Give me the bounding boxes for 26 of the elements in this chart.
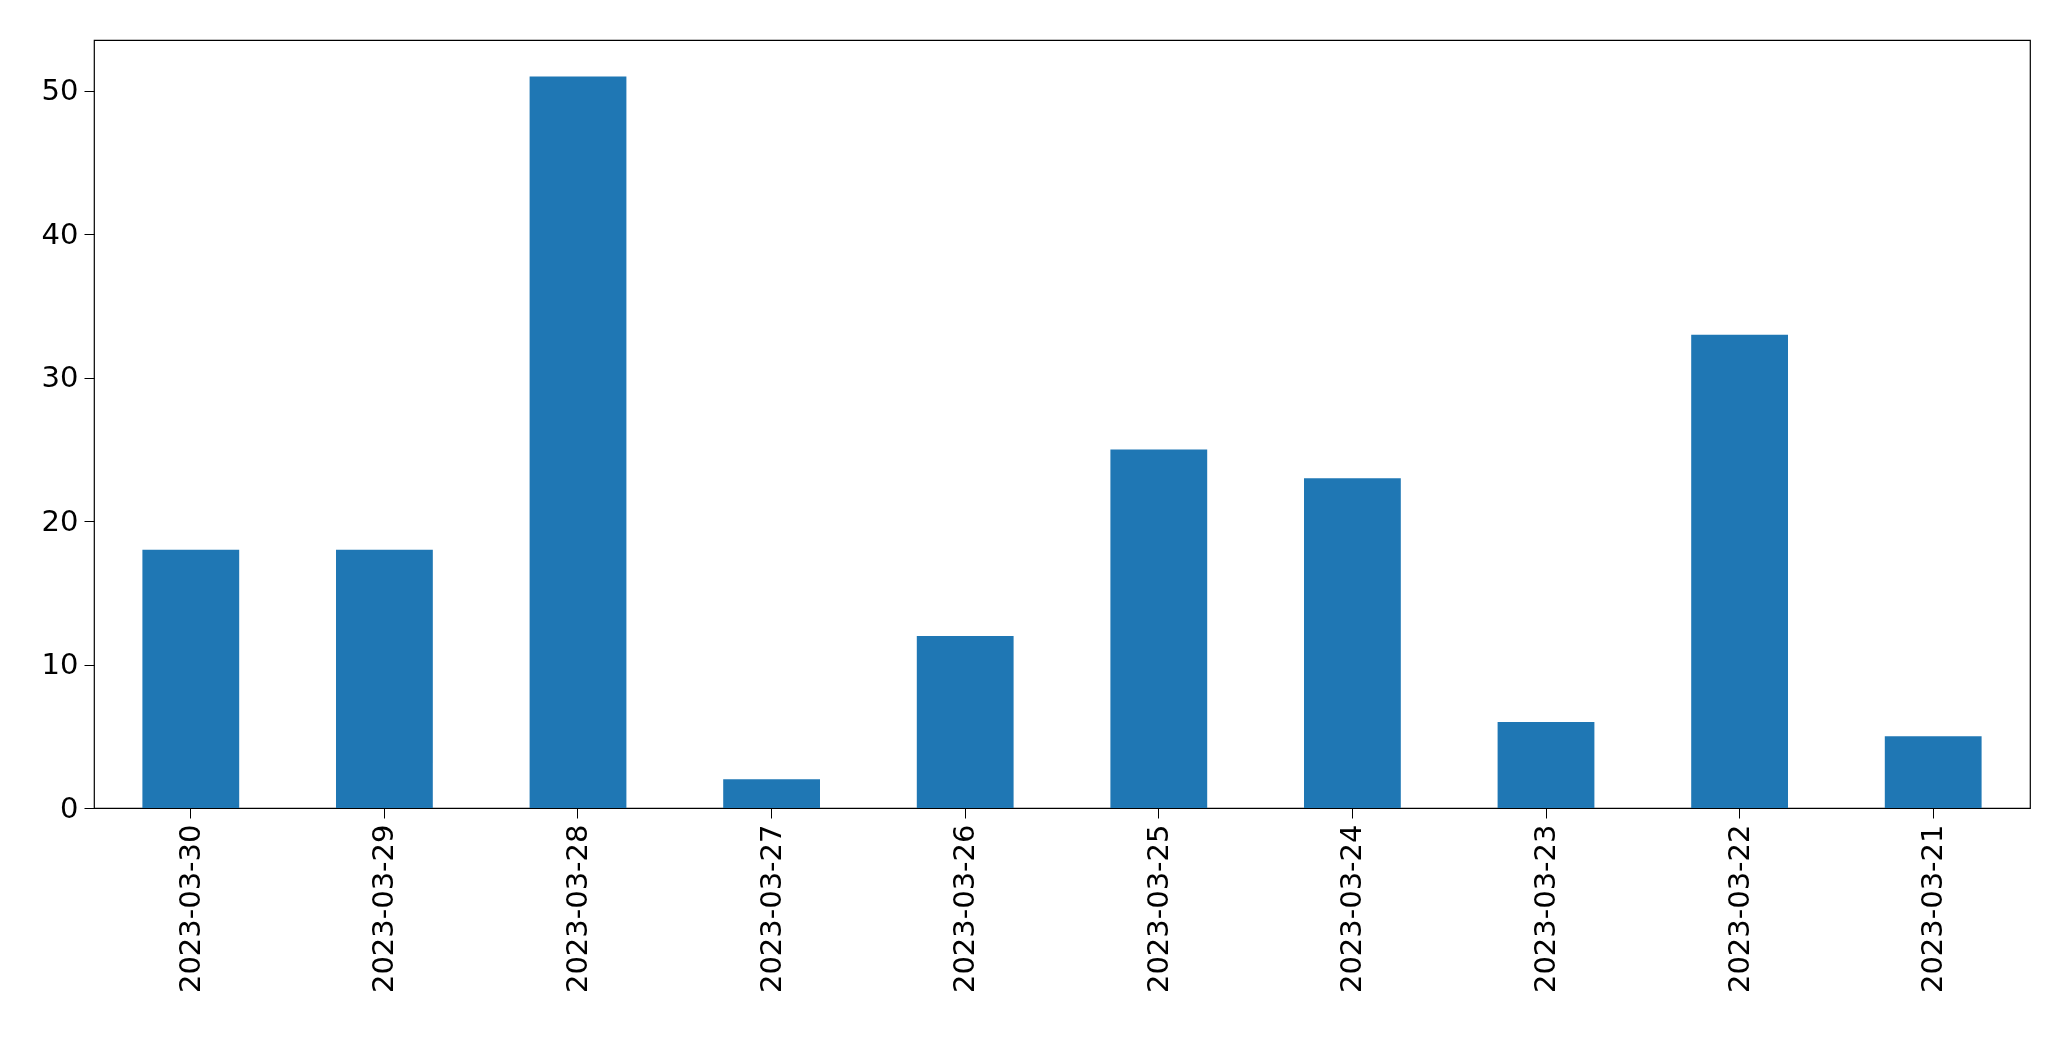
bar: [1884, 736, 1982, 808]
bar: [142, 549, 240, 808]
y-tick-label: 0: [60, 790, 79, 825]
x-tick-label: 2023-03-28: [560, 824, 594, 994]
y-tick-label: 40: [41, 216, 79, 251]
bar: [1304, 478, 1401, 808]
bar: [529, 76, 627, 808]
y-tick-label: 30: [41, 360, 79, 395]
x-tick-label: 2023-03-22: [1721, 824, 1756, 994]
bar: [916, 635, 1014, 808]
x-tick-label: 2023-03-23: [1528, 824, 1562, 994]
x-tick-label: 2023-03-30: [172, 824, 207, 994]
y-tick-label: 50: [41, 73, 79, 108]
bar: [336, 549, 433, 808]
y-tick-label: 20: [41, 503, 79, 538]
bar: [1110, 449, 1208, 808]
x-tick-label: 2023-03-26: [947, 824, 982, 994]
x-tick-label: 2023-03-21: [1915, 824, 1950, 994]
x-tick-label: 2023-03-25: [1140, 824, 1175, 994]
bar: [1691, 334, 1788, 808]
x-tick-label: 2023-03-29: [366, 824, 401, 994]
x-tick-label: 2023-03-27: [753, 824, 788, 994]
x-tick-label: 2023-03-24: [1334, 824, 1369, 994]
bar: [723, 779, 820, 808]
y-tick-label: 10: [41, 647, 79, 682]
bar: [1497, 721, 1595, 808]
